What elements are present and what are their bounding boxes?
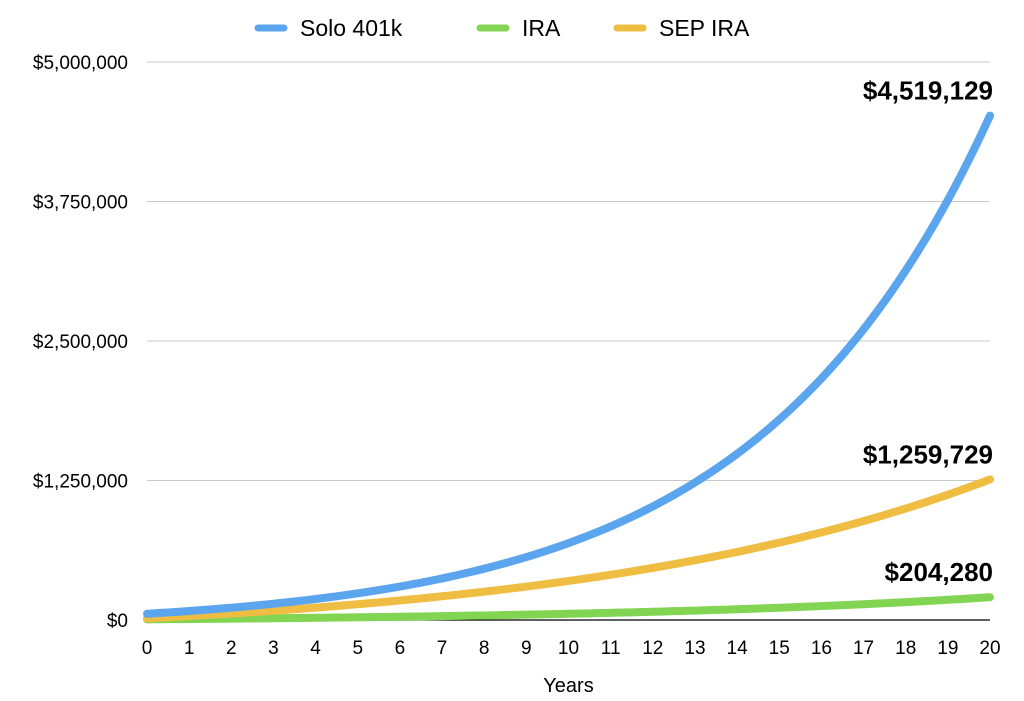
series-line-ira xyxy=(143,593,994,624)
gridlines xyxy=(147,61,990,481)
end-value-labels: $4,519,129 $204,280 $1,259,729 xyxy=(863,76,993,588)
x-tick-label: 7 xyxy=(437,638,448,659)
x-tick-label: 9 xyxy=(521,638,532,659)
x-tick-label: 3 xyxy=(268,638,279,659)
end-value-label: $204,280 xyxy=(885,557,993,587)
x-tick-label: 11 xyxy=(601,638,621,659)
x-tick-label: 1 xyxy=(184,638,195,659)
legend-label: IRA xyxy=(522,15,561,41)
y-tick-label: $2,500,000 xyxy=(33,332,128,353)
legend-item: SEP IRA xyxy=(613,15,750,41)
end-value-label: $4,519,129 xyxy=(863,76,993,106)
y-tick-label: $3,750,000 xyxy=(33,193,128,214)
x-tick-label: 12 xyxy=(642,638,663,659)
legend-label: Solo 401k xyxy=(300,15,403,41)
y-tick-label: $5,000,000 xyxy=(33,53,128,74)
x-tick-label: 16 xyxy=(811,638,832,659)
series-lines xyxy=(143,111,994,624)
x-tick-label: 20 xyxy=(979,638,1000,659)
legend: Solo 401k IRA SEP IRA xyxy=(254,15,750,41)
series-line-solo-401k xyxy=(143,111,994,618)
series-line-sep-ira xyxy=(143,475,994,623)
x-axis-title: Years xyxy=(543,675,593,697)
x-tick-label: 17 xyxy=(853,638,874,659)
y-axis-tick-labels: $0 $1,250,000 $2,500,000 $3,750,000 $5,000,0… xyxy=(33,53,128,632)
x-tick-label: 10 xyxy=(558,638,579,659)
end-value-label: $1,259,729 xyxy=(863,439,993,469)
x-tick-label: 15 xyxy=(769,638,790,659)
x-tick-label: 18 xyxy=(895,638,916,659)
x-tick-label: 4 xyxy=(310,638,321,659)
y-tick-label: $1,250,000 xyxy=(33,472,128,493)
legend-item: Solo 401k xyxy=(254,15,403,41)
legend-label: SEP IRA xyxy=(659,15,750,41)
x-tick-label: 2 xyxy=(226,638,237,659)
x-tick-label: 8 xyxy=(479,638,490,659)
x-tick-label: 6 xyxy=(395,638,406,659)
x-axis-tick-labels: 0 1 2 3 4 5 6 7 8 9 10 11 12 13 14 15 16 17 18 19 20 xyxy=(142,638,1001,659)
x-tick-label: 14 xyxy=(727,638,749,659)
x-tick-label: 19 xyxy=(937,638,958,659)
y-tick-label: $0 xyxy=(107,611,128,632)
x-tick-label: 0 xyxy=(142,638,153,659)
legend-item: IRA xyxy=(476,15,561,41)
x-tick-label: 5 xyxy=(352,638,363,659)
x-tick-label: 13 xyxy=(684,638,705,659)
